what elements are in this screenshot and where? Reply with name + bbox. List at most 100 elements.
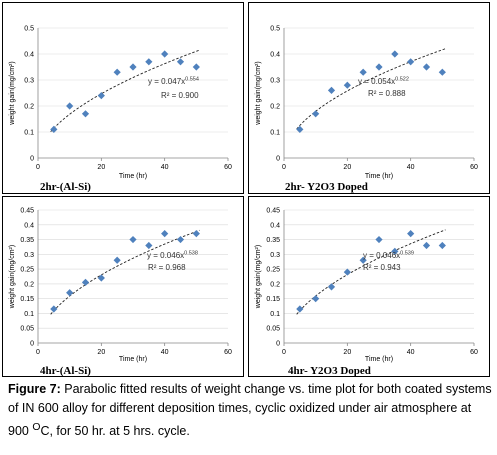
y-tick-label: 0.3 bbox=[24, 78, 34, 85]
data-point bbox=[312, 110, 320, 118]
panel-border-4 bbox=[248, 196, 490, 377]
data-point bbox=[438, 68, 446, 76]
y-tick-label: 0.2 bbox=[24, 104, 34, 111]
x-axis-title: Time (hr) bbox=[119, 173, 147, 180]
equation-base: y = 0.047x bbox=[148, 77, 185, 86]
y-tick-label: 0.2 bbox=[270, 281, 280, 288]
trendline bbox=[50, 49, 200, 132]
r-squared: R² = 0.900 bbox=[161, 91, 199, 100]
y-axis-title: weight gain(mg/cm²) bbox=[255, 245, 262, 309]
data-point bbox=[97, 274, 105, 282]
data-point bbox=[422, 63, 431, 71]
chart-panel-2: 0 0.1 0.2 0.3 0.4 0.5 0 20 40 60 Time (hr) weight g… bbox=[255, 26, 478, 194]
x-tick-label: 60 bbox=[224, 164, 232, 171]
x-tick-label: 40 bbox=[161, 349, 169, 356]
data-point bbox=[50, 305, 58, 313]
panel-label: 2hr-(Al-Si) bbox=[40, 181, 91, 193]
trendline bbox=[296, 229, 446, 315]
data-point bbox=[343, 268, 351, 276]
data-point bbox=[391, 50, 399, 58]
data-point bbox=[113, 256, 121, 264]
y-tick-label: 0.4 bbox=[24, 222, 34, 229]
data-point bbox=[407, 58, 415, 66]
y-axis-title: weight gain(mg/cm²) bbox=[9, 245, 16, 309]
data-point bbox=[145, 58, 153, 66]
chart-panel-3: 0 0.05 0.1 0.15 0.2 0.25 0.3 0.35 0.4 0.45 0 20 40 60… bbox=[9, 208, 232, 378]
data-point bbox=[161, 230, 169, 238]
chart-panel-1: 0 0.1 0.2 0.3 0.4 0.5 0 20 40 60 Time (hr) weight g… bbox=[9, 26, 232, 194]
y-tick-label: 0 bbox=[30, 341, 34, 348]
y-tick-label: 0.1 bbox=[24, 311, 34, 318]
y-tick-label: 0.5 bbox=[270, 26, 280, 33]
y-tick-label: 0.2 bbox=[24, 281, 34, 288]
data-point bbox=[312, 295, 320, 303]
trendline-equation: y = 0.047x0.554 bbox=[148, 77, 199, 87]
data-point bbox=[422, 241, 431, 250]
data-point bbox=[97, 92, 105, 100]
data-point bbox=[129, 235, 137, 244]
data-point bbox=[176, 58, 185, 66]
x-axis-title: Time (hr) bbox=[365, 173, 393, 180]
data-point bbox=[359, 68, 367, 76]
y-tick-label: 0 bbox=[276, 156, 280, 163]
x-tick-label: 60 bbox=[470, 349, 478, 356]
y-tick-label: 0.45 bbox=[266, 208, 280, 215]
x-axis-title: Time (hr) bbox=[119, 356, 147, 363]
y-tick-label: 0.4 bbox=[270, 52, 280, 59]
x-tick-label: 60 bbox=[470, 164, 478, 171]
data-point bbox=[50, 125, 58, 133]
equation-base: y = 0.046x bbox=[363, 251, 400, 260]
r-squared: R² = 0.968 bbox=[148, 263, 186, 272]
panel-label: 4hr- Y2O3 Doped bbox=[288, 365, 371, 377]
data-point bbox=[438, 241, 446, 250]
equation-base: y = 0.054x bbox=[358, 77, 395, 86]
data-point bbox=[81, 110, 90, 118]
x-tick-label: 20 bbox=[343, 349, 351, 356]
data-point bbox=[327, 86, 336, 94]
y-tick-label: 0.3 bbox=[24, 252, 34, 259]
y-tick-label: 0.1 bbox=[24, 130, 34, 137]
x-tick-label: 0 bbox=[282, 349, 286, 356]
y-tick-label: 0.4 bbox=[24, 52, 34, 59]
y-tick-label: 0.1 bbox=[270, 130, 280, 137]
equation-exponent: 0.538 bbox=[184, 251, 198, 257]
panel-border-3 bbox=[2, 196, 244, 377]
x-tick-label: 60 bbox=[224, 349, 232, 356]
x-tick-label: 40 bbox=[161, 164, 169, 171]
data-point bbox=[375, 63, 383, 71]
data-point bbox=[192, 230, 200, 238]
panel-label: 4hr-(Al-Si) bbox=[40, 365, 91, 377]
x-tick-label: 0 bbox=[36, 349, 40, 356]
y-tick-label: 0.2 bbox=[270, 104, 280, 111]
panel-border-1 bbox=[2, 2, 244, 194]
r-squared: R² = 0.888 bbox=[368, 89, 406, 98]
data-point bbox=[176, 235, 185, 244]
panel-label: 2hr- Y2O3 Doped bbox=[285, 181, 368, 193]
y-tick-label: 0.15 bbox=[20, 296, 34, 303]
x-tick-label: 0 bbox=[282, 164, 286, 171]
trendline bbox=[296, 48, 446, 130]
y-tick-label: 0.5 bbox=[24, 26, 34, 33]
data-point bbox=[145, 241, 153, 250]
data-point bbox=[343, 81, 351, 89]
caption-text: Parabolic fitted results of weight chang… bbox=[8, 382, 492, 439]
equation-exponent: 0.522 bbox=[395, 77, 409, 83]
data-point bbox=[192, 63, 200, 71]
trendline-equation: y = 0.046x0.539 bbox=[363, 251, 414, 261]
data-point bbox=[327, 283, 336, 291]
equation-base: y = 0.046x bbox=[147, 251, 184, 260]
y-axis-title: weight gain(mg/cm²) bbox=[255, 61, 262, 125]
data-point bbox=[81, 278, 90, 287]
caption-superscript: O bbox=[32, 422, 41, 433]
data-point bbox=[407, 230, 415, 238]
panel-border-2 bbox=[248, 2, 490, 194]
y-tick-label: 0.05 bbox=[266, 326, 280, 333]
y-tick-label: 0.35 bbox=[20, 237, 34, 244]
y-tick-label: 0.35 bbox=[266, 237, 280, 244]
data-point bbox=[391, 247, 399, 255]
trendline bbox=[50, 229, 200, 315]
y-tick-label: 0.25 bbox=[266, 267, 280, 274]
data-point bbox=[113, 68, 121, 76]
y-tick-label: 0.1 bbox=[270, 311, 280, 318]
